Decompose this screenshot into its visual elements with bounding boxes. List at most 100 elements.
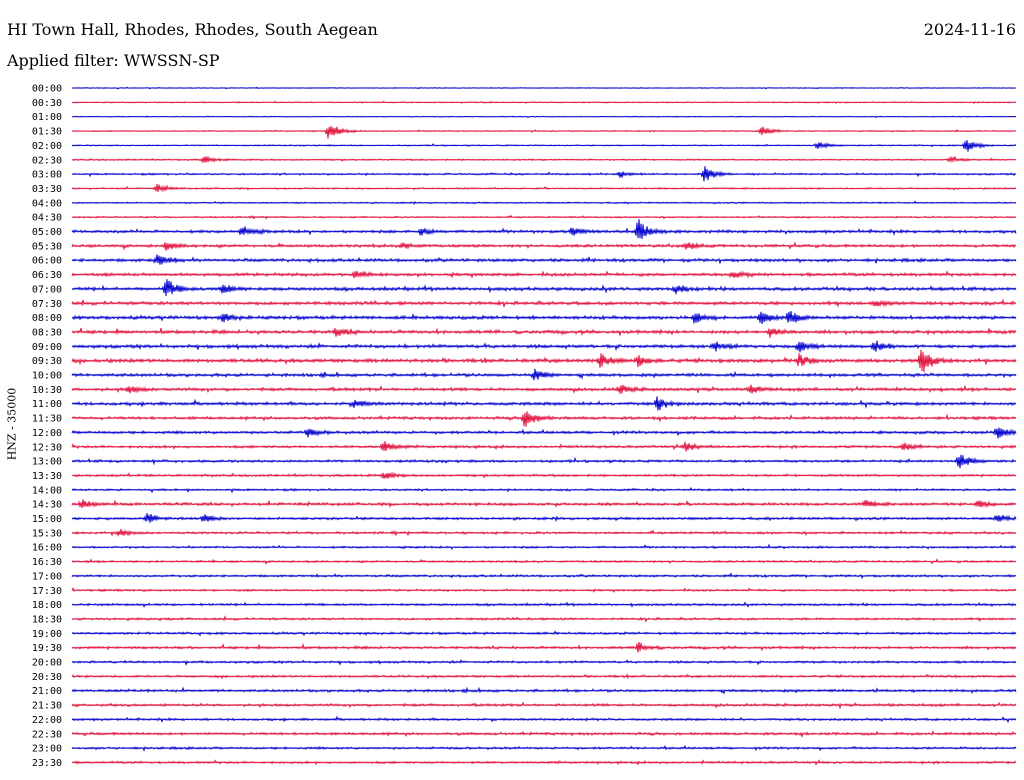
trace-line bbox=[71, 298, 1017, 308]
row-tick-label: 23:00 bbox=[32, 744, 62, 755]
row-tick-label: 11:00 bbox=[32, 399, 62, 410]
station-title: HI Town Hall, Rhodes, Rhodes, South Aege… bbox=[7, 20, 378, 39]
trace-line bbox=[71, 340, 1017, 353]
row-tick-label: 12:00 bbox=[32, 428, 62, 439]
row-tick-label: 02:00 bbox=[32, 141, 62, 152]
trace-line bbox=[71, 327, 1017, 338]
trace-line bbox=[71, 759, 1017, 766]
trace-line bbox=[71, 384, 1017, 394]
row-tick-label: 13:00 bbox=[32, 457, 62, 468]
row-tick-label: 08:30 bbox=[32, 327, 62, 338]
row-tick-label: 22:00 bbox=[32, 715, 62, 726]
row-tick-label: 04:30 bbox=[32, 213, 62, 224]
trace-line bbox=[71, 558, 1017, 565]
trace-line bbox=[71, 686, 1017, 695]
row-tick-label: 18:00 bbox=[32, 600, 62, 611]
trace-line bbox=[71, 630, 1017, 637]
row-tick-label: 14:30 bbox=[32, 500, 62, 511]
trace-line bbox=[71, 572, 1017, 580]
row-tick-label: 19:00 bbox=[32, 629, 62, 640]
trace-lines bbox=[71, 86, 1017, 766]
trace-line bbox=[71, 311, 1017, 325]
row-tick-label: 06:00 bbox=[32, 256, 62, 267]
row-tick-label: 12:30 bbox=[32, 442, 62, 453]
row-tick-label: 18:30 bbox=[32, 614, 62, 625]
trace-line bbox=[71, 730, 1017, 738]
row-tick-label: 10:00 bbox=[32, 371, 62, 382]
row-tick-labels: 00:00 00:30 01:00 01:30 02:00 02:30 03:00 03:30… bbox=[32, 84, 62, 769]
row-tick-label: 17:00 bbox=[32, 571, 62, 582]
row-tick-label: 05:00 bbox=[32, 227, 62, 238]
row-tick-label: 04:00 bbox=[32, 198, 62, 209]
trace-line bbox=[71, 701, 1017, 710]
trace-line bbox=[71, 139, 1017, 152]
row-tick-label: 03:00 bbox=[32, 170, 62, 181]
trace-line bbox=[71, 615, 1017, 623]
row-tick-label: 00:30 bbox=[32, 98, 62, 109]
trace-line bbox=[71, 115, 1017, 119]
row-tick-label: 20:30 bbox=[32, 672, 62, 683]
row-tick-label: 05:30 bbox=[32, 241, 62, 252]
row-tick-label: 17:30 bbox=[32, 586, 62, 597]
trace-line bbox=[71, 601, 1017, 608]
trace-line bbox=[71, 543, 1017, 551]
row-tick-label: 07:00 bbox=[32, 284, 62, 295]
row-tick-label: 09:30 bbox=[32, 356, 62, 367]
row-tick-label: 06:30 bbox=[32, 270, 62, 281]
row-tick-label: 21:30 bbox=[32, 701, 62, 712]
trace-line bbox=[71, 214, 1017, 220]
trace-line bbox=[71, 100, 1017, 105]
trace-line bbox=[71, 513, 1017, 523]
row-tick-label: 01:30 bbox=[32, 127, 62, 138]
trace-line bbox=[71, 125, 1017, 139]
trace-line bbox=[71, 200, 1017, 205]
trace-line bbox=[71, 641, 1017, 653]
row-tick-label: 07:30 bbox=[32, 299, 62, 310]
row-tick-label: 15:30 bbox=[32, 528, 62, 539]
trace-line bbox=[71, 183, 1017, 193]
trace-line bbox=[71, 155, 1017, 164]
trace-line bbox=[71, 411, 1017, 427]
row-tick-label: 03:30 bbox=[32, 184, 62, 195]
row-tick-label: 09:00 bbox=[32, 342, 62, 353]
trace-line bbox=[71, 673, 1017, 680]
filter-label: Applied filter: WWSSN-SP bbox=[7, 51, 220, 70]
trace-line bbox=[71, 219, 1017, 239]
trace-line bbox=[71, 396, 1017, 411]
trace-line bbox=[71, 241, 1017, 251]
row-tick-label: 19:30 bbox=[32, 643, 62, 654]
row-tick-label: 21:00 bbox=[32, 686, 62, 697]
row-tick-label: 08:00 bbox=[32, 313, 62, 324]
trace-line bbox=[71, 486, 1017, 494]
trace-line bbox=[71, 745, 1017, 752]
trace-line bbox=[71, 715, 1017, 724]
trace-line bbox=[71, 499, 1017, 509]
trace-line bbox=[71, 586, 1017, 593]
trace-line bbox=[71, 254, 1017, 265]
row-tick-label: 22:30 bbox=[32, 729, 62, 740]
date-label: 2024-11-16 bbox=[923, 20, 1016, 39]
row-tick-label: 11:30 bbox=[32, 414, 62, 425]
row-tick-label: 15:00 bbox=[32, 514, 62, 525]
row-tick-label: 10:30 bbox=[32, 385, 62, 396]
trace-line bbox=[71, 529, 1017, 538]
trace-line bbox=[71, 86, 1017, 90]
trace-line bbox=[71, 441, 1017, 452]
trace-line bbox=[71, 166, 1017, 182]
trace-line bbox=[71, 454, 1017, 469]
trace-line bbox=[71, 279, 1017, 297]
row-tick-label: 02:30 bbox=[32, 155, 62, 166]
row-tick-label: 20:00 bbox=[32, 658, 62, 669]
row-tick-label: 14:00 bbox=[32, 485, 62, 496]
trace-line bbox=[71, 349, 1017, 373]
row-tick-label: 16:30 bbox=[32, 557, 62, 568]
row-tick-label: 13:30 bbox=[32, 471, 62, 482]
trace-line bbox=[71, 659, 1017, 666]
trace-line bbox=[71, 471, 1017, 480]
row-tick-label: 16:00 bbox=[32, 543, 62, 554]
trace-line bbox=[71, 368, 1017, 381]
row-tick-label: 00:00 bbox=[32, 84, 62, 95]
trace-line bbox=[71, 427, 1017, 439]
row-tick-label: 01:00 bbox=[32, 112, 62, 123]
